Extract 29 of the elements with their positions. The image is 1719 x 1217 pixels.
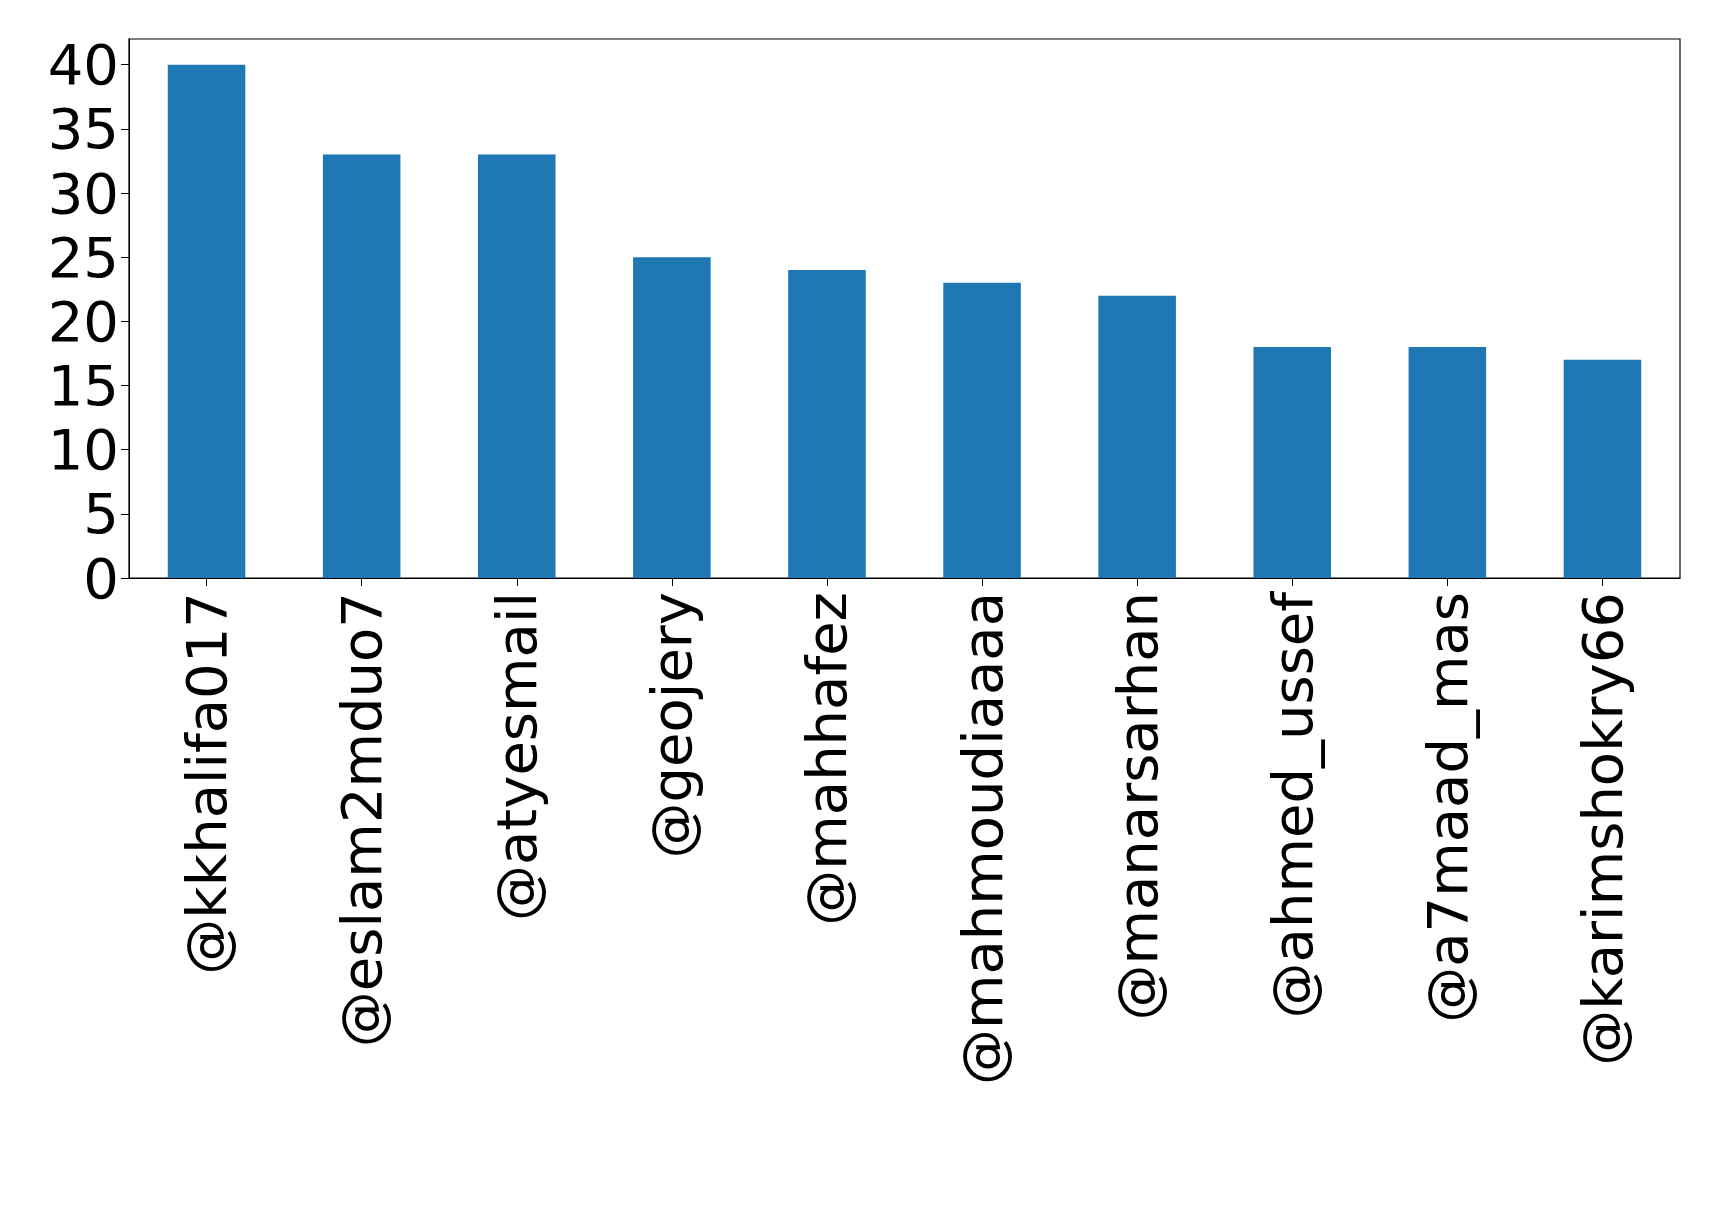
x-tick-label: @karimshokry66: [1569, 592, 1635, 1066]
y-tick-label: 25: [47, 224, 119, 290]
x-tick-label: @mahhafez: [794, 592, 860, 926]
y-tick-label: 10: [47, 417, 119, 483]
bar: [322, 154, 401, 578]
bar: [943, 282, 1021, 578]
x-tick-label: @ahmed_ussef: [1259, 590, 1325, 1019]
bar: [788, 270, 866, 578]
y-tick-label: 15: [47, 353, 119, 418]
bar: [477, 154, 556, 578]
x-tick-label: @mahmoudiaaaa: [949, 592, 1015, 1086]
x-tick-label: @manarsarhan: [1104, 592, 1170, 1021]
y-tick-label: 40: [47, 32, 119, 98]
y-tick-label: 0: [83, 545, 119, 611]
bar: [1563, 359, 1642, 578]
y-tick-label: 30: [47, 160, 119, 226]
x-tick-label: @a7maad_mas: [1414, 592, 1480, 1023]
bar: [1253, 347, 1332, 578]
y-tick-label: 35: [47, 96, 119, 162]
x-tick-label: @kkhalifa017: [174, 592, 240, 975]
x-tick-label: @eslam2mduo7: [329, 592, 395, 1048]
bar: [167, 64, 246, 578]
y-tick-label: 5: [83, 481, 119, 547]
bar: [1408, 347, 1487, 578]
bar: [633, 257, 711, 578]
x-tick-label: @atyesmail: [484, 592, 550, 922]
bar: [1098, 295, 1176, 578]
x-tick-label: @geojery: [639, 592, 705, 859]
y-tick-label: 20: [47, 288, 119, 354]
